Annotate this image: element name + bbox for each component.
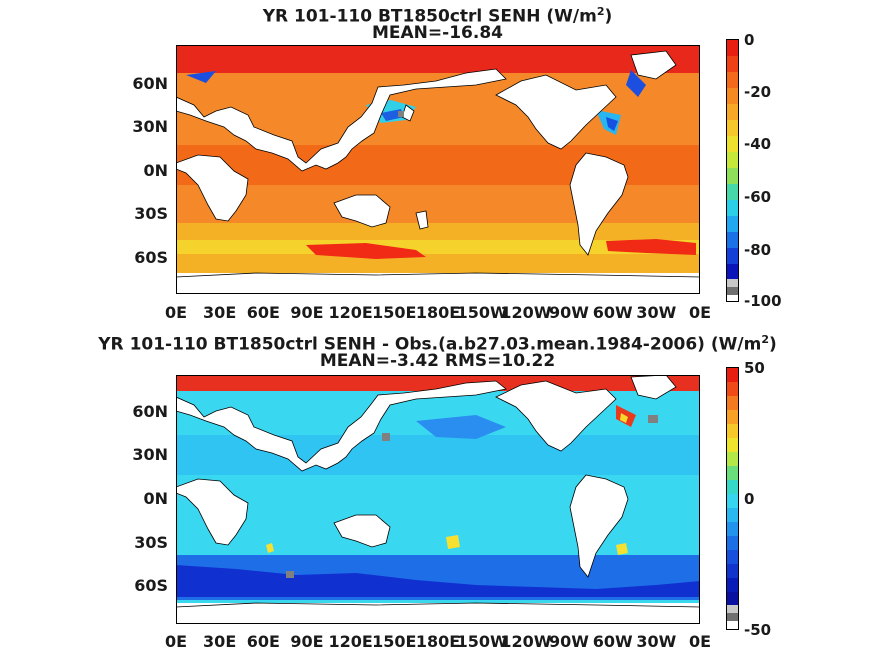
panel1-cbar-tick-m40: -40	[744, 135, 772, 153]
panel2-lat-60n: 60N	[132, 402, 168, 421]
panel1-cbar-tick-0: 0	[744, 31, 755, 49]
panel2-lon-label: 120W	[500, 632, 552, 651]
panel1-map	[176, 45, 700, 294]
panel2-lat-30s: 30S	[134, 533, 168, 552]
panel1-lon-label: 30W	[636, 303, 677, 322]
panel1-cbar-tick-m60: -60	[744, 188, 772, 206]
panel1-land	[176, 50, 700, 294]
panel2-lon-label: 0E	[688, 632, 712, 651]
panel2-cbar-tick-50: 50	[744, 359, 765, 377]
panel1-lon-label: 90W	[549, 303, 589, 322]
panel1-lon-label: 60E	[246, 303, 280, 322]
panel2-title: YR 101-110 BT1850ctrl SENH - Obs.(a.b27.…	[98, 333, 777, 355]
panel1-subtitle: MEAN=-16.84	[372, 23, 503, 43]
panel1-cbar-tick-m20: -20	[744, 83, 772, 101]
panel1-arctic	[176, 45, 700, 73]
panel1-lon-label: 120E	[328, 303, 373, 322]
panel2-cbar-tick-m50: -50	[744, 621, 772, 639]
panel1-lon-label: 0E	[688, 303, 712, 322]
panel2-lon-label: 30E	[203, 632, 237, 651]
panel2-subtitle: MEAN=-3.42 RMS=10.22	[319, 351, 556, 371]
panel2-lon-label: 150E	[372, 632, 417, 651]
panel2-map	[176, 375, 700, 624]
panel1-lat-60s: 60S	[134, 248, 168, 267]
panel1-lon-label: 30E	[203, 303, 237, 322]
panel2-lon-label: 60W	[592, 632, 633, 651]
panel2-lon-label: 60E	[246, 632, 280, 651]
panel2-cbar-tick-0: 0	[744, 490, 755, 508]
panel2-land	[176, 375, 700, 624]
panel1-lat-30n: 30N	[132, 117, 168, 136]
panel2-lat-60s: 60S	[134, 576, 168, 595]
panel1-lon-label: 150E	[372, 303, 417, 322]
panel1-lat-60n: 60N	[132, 74, 168, 93]
panel2-lon-label: 0E	[164, 632, 188, 651]
panel1-colorbar	[726, 39, 739, 302]
panel2-lon-label: 180E	[415, 632, 461, 651]
panel1-cbar-tick-m100: -100	[744, 292, 782, 310]
panel1-lon-label: 90E	[290, 303, 324, 322]
panel2-lon-label: 150W	[456, 632, 508, 651]
panel2-lon-label: 90W	[549, 632, 589, 651]
panel2-colorbar	[726, 367, 739, 630]
panel1-lon-label: 180E	[415, 303, 461, 322]
panel2-lon-label: 90E	[290, 632, 324, 651]
panel2-lon-label: 30W	[636, 632, 677, 651]
panel2-lat-0n: 0N	[143, 489, 168, 508]
panel1-title: YR 101-110 BT1850ctrl SENH (W/m2)	[262, 5, 613, 27]
panel2-lon-label: 120E	[328, 632, 373, 651]
panel1-lon-label: 120W	[500, 303, 552, 322]
panel1-lat-30s: 30S	[134, 204, 168, 223]
panel2-lat-30n: 30N	[132, 445, 168, 464]
panel1-lon-label: 0E	[164, 303, 188, 322]
panel1-lon-label: 150W	[456, 303, 508, 322]
panel1-lat-0n: 0N	[143, 161, 168, 180]
panel1-lon-label: 60W	[592, 303, 633, 322]
panel1-cbar-tick-m80: -80	[744, 241, 772, 259]
